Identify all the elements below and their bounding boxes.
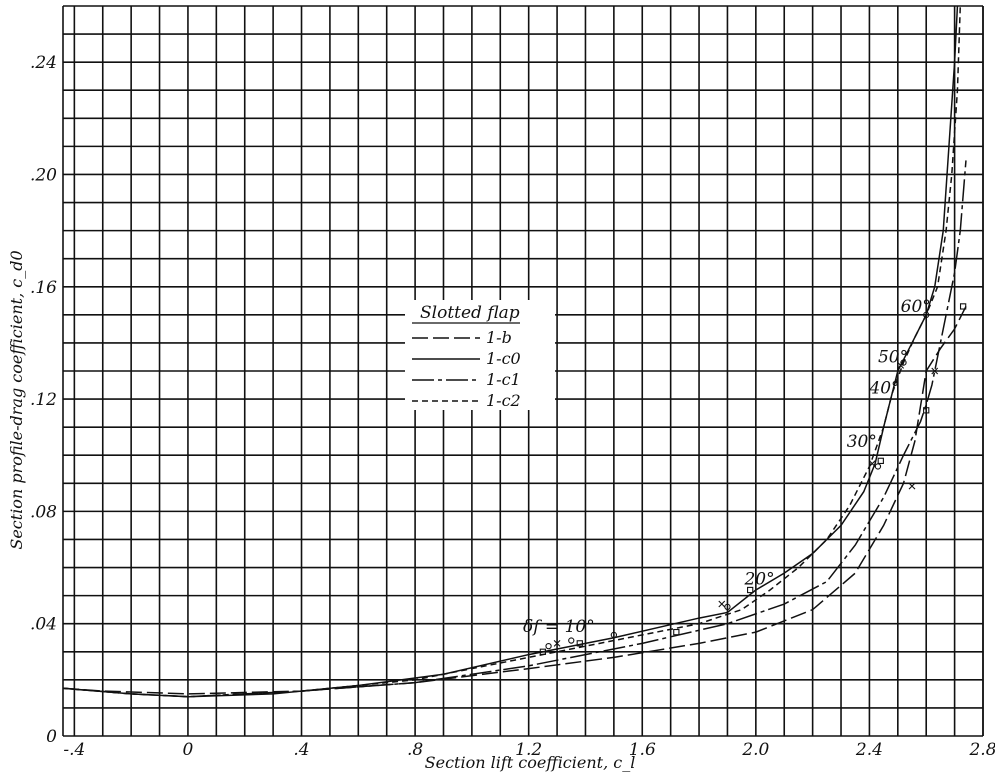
square-marker <box>539 648 547 655</box>
x-axis-title: Section lift coefficient, c_l <box>425 753 636 772</box>
x-tick-label: -.4 <box>63 740 85 760</box>
series-line-1-c1 <box>62 160 967 698</box>
flap-angle-label: δf = 10° <box>523 617 595 637</box>
annotations: δf = 10° 20° 30° 40° 50° 60° <box>523 297 931 637</box>
circle-marker <box>545 643 552 650</box>
legend-label-1-c2: 1-c2 <box>486 391 521 410</box>
cross-marker <box>718 600 726 608</box>
cross-marker <box>908 482 916 490</box>
marker-layer <box>539 303 967 655</box>
y-tick-label: .20 <box>30 165 57 185</box>
y-tick-label: .08 <box>30 502 57 522</box>
legend-entries: 1-b 1-c0 1-c1 1-c2 <box>412 328 521 410</box>
flap-angle-label: 50° <box>878 348 908 368</box>
cross-marker <box>553 639 561 647</box>
cross-marker <box>931 367 939 375</box>
legend-title: Slotted flap <box>420 303 520 323</box>
square-marker <box>673 628 680 636</box>
legend-label-1-c0: 1-c0 <box>486 349 521 368</box>
x-tick-label: 2.0 <box>741 740 769 760</box>
legend-label-1-c1: 1-c1 <box>486 370 521 389</box>
flap-angle-label: 40° <box>868 378 899 398</box>
y-tick-label: 0 <box>46 727 57 747</box>
y-tick-label: .16 <box>30 278 57 298</box>
y-tick-label: .12 <box>30 390 57 410</box>
circle-marker <box>874 463 882 470</box>
y-tick-label: .04 <box>30 615 57 635</box>
square-marker <box>877 457 884 464</box>
x-tick-label: .4 <box>293 740 309 760</box>
y-tick-labels: 0 .04 .08 .12 .16 .20 .24 <box>30 53 57 747</box>
x-tick-label: 2.4 <box>855 740 883 760</box>
legend-label-1-b: 1-b <box>486 328 512 347</box>
series-line-1-c2 <box>62 5 962 698</box>
square-marker <box>959 303 967 310</box>
x-tick-label: 1.2 <box>515 740 542 760</box>
x-tick-label: .8 <box>407 740 423 760</box>
circle-marker <box>568 637 575 644</box>
x-tick-labels: -.4 0 .4 .8 1.2 1.6 2.0 2.4 2.8 <box>63 740 995 760</box>
cross-marker <box>868 460 876 468</box>
series-layer <box>62 5 967 698</box>
y-tick-label: .24 <box>30 53 57 73</box>
flap-angle-label: 60° <box>901 297 931 317</box>
circle-marker <box>610 631 618 639</box>
circle-marker <box>900 359 907 366</box>
cross-marker <box>897 361 905 369</box>
y-axis-title: Section profile-drag coefficient, c_d0 <box>7 250 26 549</box>
legend-box <box>405 300 555 410</box>
square-marker <box>747 586 754 594</box>
circle-marker <box>923 311 930 318</box>
square-marker <box>923 407 930 414</box>
square-marker <box>576 640 583 647</box>
x-tick-label: 1.6 <box>629 740 656 760</box>
legend: Slotted flap 1-b 1-c0 1-c1 1-c2 <box>405 300 555 410</box>
x-tick-label: 0 <box>183 740 194 760</box>
flap-angle-label: 20° <box>743 569 774 589</box>
x-tick-label: 2.8 <box>968 740 995 760</box>
flap-angle-label: 30° <box>847 432 877 452</box>
